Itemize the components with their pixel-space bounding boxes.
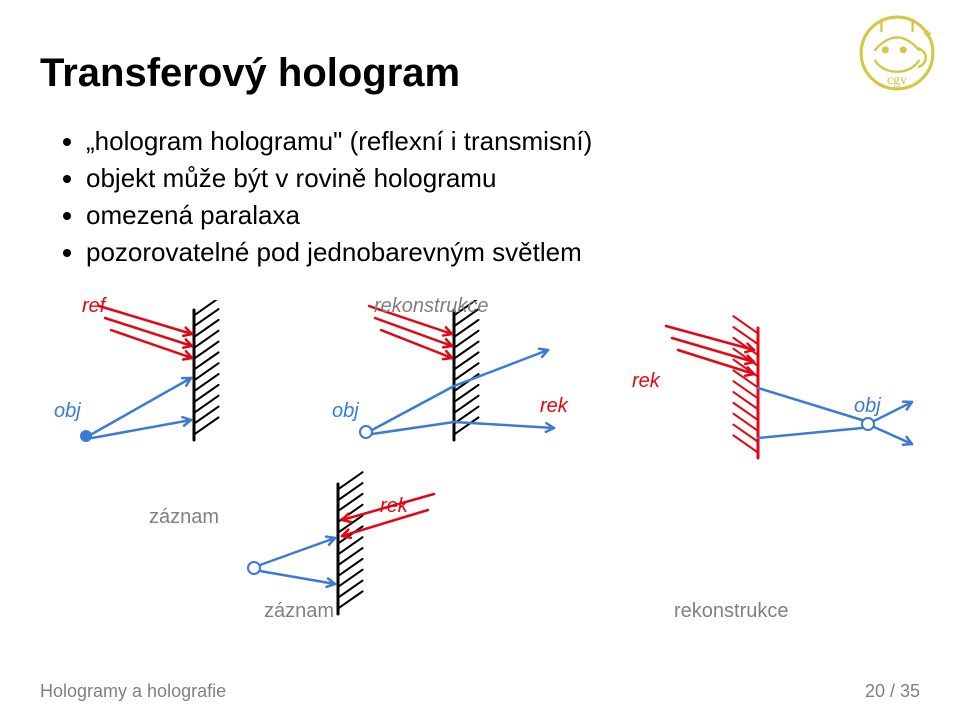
obj-label-3: obj (854, 395, 881, 418)
zaznam-label-1: záznam (149, 506, 219, 529)
bullet-item: objekt může být v rovině hologramu (86, 163, 900, 194)
footer-left: Hologramy a holografie (40, 681, 226, 702)
obj-label-2: obj (332, 400, 359, 423)
rek-label-3: rek (380, 495, 408, 518)
footer-right: 20 / 35 (865, 681, 920, 702)
brand-logo: cgv (858, 14, 936, 92)
rekonstrukce-label: rekonstrukce (374, 295, 489, 318)
bullet-item: omezená paralaxa (86, 200, 900, 231)
bullet-list: „hologram hologramu" (reflexní i transmi… (60, 120, 900, 274)
bullet-item: „hologram hologramu" (reflexní i transmi… (86, 126, 900, 157)
diagram-area: ref rekonstrukce obj obj rek rek obj záz… (54, 300, 914, 620)
page-title: Transferový hologram (40, 51, 460, 96)
svg-text:cgv: cgv (887, 72, 908, 88)
zaznam-label-2: záznam (264, 600, 334, 623)
rek-label-2: rek (632, 370, 660, 393)
rek-label-1: rek (540, 395, 568, 418)
ref-label: ref (82, 295, 105, 318)
obj-label-1: obj (54, 400, 81, 423)
rekonstrukce-label-2: rekonstrukce (674, 600, 789, 623)
bullet-item: pozorovatelné pod jednobarevným světlem (86, 237, 900, 268)
